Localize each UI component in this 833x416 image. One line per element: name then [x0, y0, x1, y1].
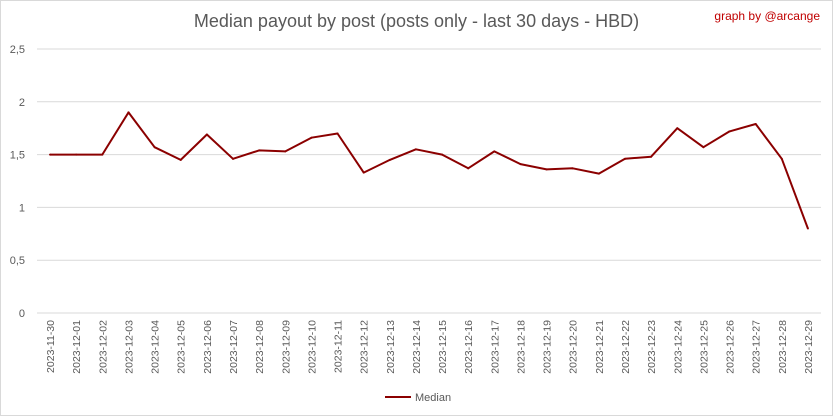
x-tick-label: 2023-12-15 [437, 320, 449, 374]
data-point [153, 146, 156, 149]
data-point [284, 150, 287, 153]
x-tick-label: 2023-12-29 [803, 320, 815, 374]
x-tick-label: 2023-12-10 [306, 320, 318, 374]
data-point [414, 148, 417, 151]
data-point [650, 155, 653, 158]
x-tick-label: 2023-12-28 [777, 320, 789, 374]
data-point [205, 133, 208, 136]
x-tick-label: 2023-12-05 [176, 320, 188, 374]
y-tick-label: 2,5 [10, 44, 25, 56]
data-point [441, 153, 444, 156]
x-tick-label: 2023-12-19 [542, 320, 554, 374]
data-point [493, 150, 496, 153]
x-tick-label: 2023-12-01 [71, 320, 83, 374]
legend-label: Median [415, 392, 451, 404]
data-point [571, 167, 574, 170]
data-point [232, 157, 234, 160]
x-tick-label: 2023-12-25 [698, 320, 710, 374]
data-point [388, 158, 391, 161]
data-point [336, 132, 339, 135]
y-tick-label: 1 [19, 202, 25, 214]
x-tick-label: 2023-12-20 [568, 320, 580, 374]
data-point [754, 122, 757, 125]
y-tick-label: 0 [19, 308, 25, 320]
x-tick-label: 2023-12-08 [254, 320, 266, 374]
x-tick-label: 2023-12-22 [620, 320, 632, 374]
x-tick-label: 2023-12-11 [333, 320, 345, 373]
x-tick-label: 2023-12-18 [515, 320, 527, 374]
series-line-median [50, 111, 809, 229]
data-point [806, 227, 809, 230]
x-tick-label: 2023-11-30 [45, 320, 57, 373]
x-tick-label: 2023-12-02 [97, 320, 109, 374]
x-tick-label: 2023-12-06 [202, 320, 214, 374]
y-tick-label: 0,5 [10, 255, 25, 267]
x-tick-label: 2023-12-27 [751, 320, 763, 374]
x-tick-label: 2023-12-23 [646, 320, 658, 374]
data-point [545, 168, 548, 171]
x-tick-label: 2023-12-16 [463, 320, 475, 374]
x-tick-label: 2023-12-03 [123, 320, 135, 374]
data-point [258, 149, 261, 152]
data-point [597, 172, 600, 175]
data-point [780, 157, 783, 160]
data-point [75, 153, 78, 156]
data-point [728, 130, 731, 133]
data-point [310, 136, 313, 139]
data-point [101, 153, 104, 156]
credit-label: graph by @arcange [714, 9, 820, 23]
data-point [467, 167, 470, 170]
data-point [676, 127, 679, 130]
x-tick-label: 2023-12-21 [594, 320, 606, 374]
x-tick-label: 2023-12-09 [280, 320, 292, 374]
x-tick-label: 2023-12-07 [228, 320, 240, 374]
data-point [179, 158, 182, 161]
x-tick-label: 2023-12-13 [385, 320, 397, 374]
x-tick-label: 2023-12-14 [411, 320, 423, 374]
chart-title: Median payout by post (posts only - last… [193, 11, 640, 31]
x-tick-label: 2023-12-04 [150, 320, 162, 374]
y-tick-label: 2 [19, 97, 25, 109]
x-tick-label: 2023-12-24 [672, 320, 684, 374]
data-point [624, 157, 626, 160]
data-point [127, 111, 130, 114]
x-tick-label: 2023-12-26 [725, 320, 737, 374]
data-point [519, 163, 522, 166]
data-point [702, 146, 705, 149]
data-point [49, 153, 52, 156]
x-tick-label: 2023-12-17 [489, 320, 501, 374]
data-point [362, 171, 365, 174]
y-tick-label: 1,5 [10, 150, 25, 162]
x-tick-label: 2023-12-12 [359, 320, 371, 374]
